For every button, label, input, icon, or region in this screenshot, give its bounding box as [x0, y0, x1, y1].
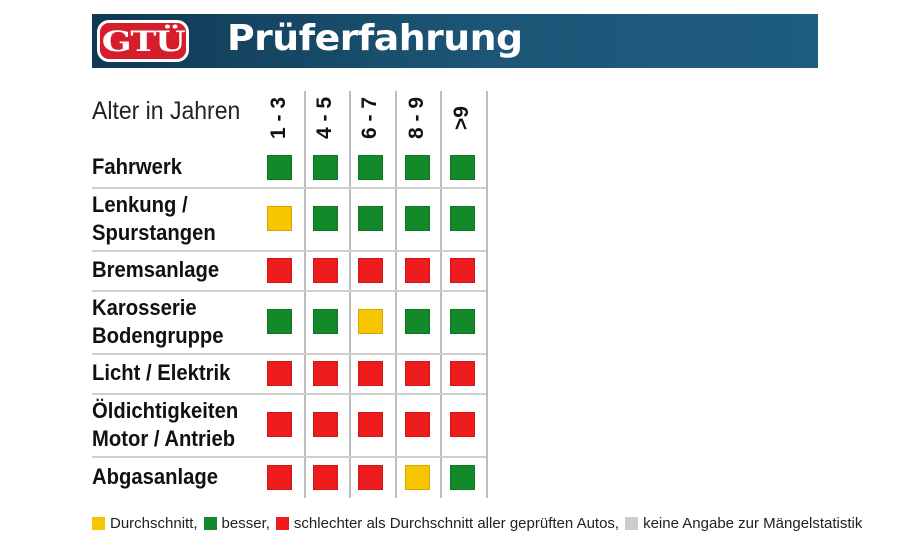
row-divider: [92, 393, 486, 395]
rating-square-yellow: [404, 464, 430, 490]
age-column-header: >9: [442, 91, 482, 145]
row-label-line: Öldichtigkeiten: [92, 397, 239, 423]
rating-square-green: [357, 206, 383, 231]
row-divider: [92, 250, 486, 252]
legend-swatch-red: [275, 517, 289, 530]
column-divider: [349, 91, 351, 498]
rating-square-green: [266, 309, 292, 334]
legend-swatch-green: [203, 517, 217, 530]
rating-square-red: [357, 257, 383, 283]
legend-label: keine Angabe zur Mängelstatistik: [643, 515, 863, 532]
age-column-label: 8 - 9: [405, 96, 428, 140]
rating-square-red: [312, 257, 338, 283]
rating-square-red: [266, 464, 292, 490]
rating-square-green: [357, 154, 383, 180]
column-divider: [395, 91, 397, 498]
age-column-label: 1 - 3: [267, 96, 290, 140]
legend-swatch-yellow: [92, 517, 105, 530]
rating-square-red: [266, 257, 292, 283]
rating-square-red: [449, 412, 475, 437]
row-divider: [92, 187, 486, 189]
rating-square-green: [449, 154, 475, 180]
rating-square-red: [404, 257, 430, 283]
row-label: Karosserie Bodengruppe: [92, 294, 224, 350]
gtu-logo: GTÜ: [97, 20, 189, 62]
row-label: Öldichtigkeiten Motor / Antrieb: [92, 397, 238, 453]
row-divider: [92, 290, 486, 292]
rating-square-green: [404, 309, 430, 334]
legend: Durchschnitt, besser, schlechter als Durch…: [92, 515, 868, 532]
rating-square-red: [312, 360, 338, 386]
rating-square-green: [449, 309, 475, 334]
rating-square-red: [357, 464, 383, 490]
rating-square-red: [404, 412, 430, 437]
page-title: Prüferfahrung: [227, 18, 523, 59]
age-column-header: 4 - 5: [305, 91, 345, 145]
rating-square-green: [449, 464, 475, 490]
rating-square-red: [357, 360, 383, 386]
rating-square-red: [404, 360, 430, 386]
age-axis-label: Alter in Jahren: [92, 97, 241, 125]
column-divider: [440, 91, 442, 498]
age-column-header: 6 - 7: [350, 91, 390, 145]
row-label-line: Licht / Elektrik: [92, 360, 231, 385]
row-label: Lenkung / Spurstangen: [92, 191, 216, 247]
rating-square-yellow: [266, 206, 292, 231]
rating-square-yellow: [357, 309, 383, 334]
row-label: Licht / Elektrik: [92, 359, 230, 387]
row-divider: [92, 353, 486, 355]
age-column-label: 4 - 5: [313, 96, 336, 140]
row-label: Abgasanlage: [92, 463, 218, 491]
row-label-line: Karosserie: [92, 294, 197, 320]
rating-square-green: [404, 154, 430, 180]
row-label-line: Fahrwerk: [92, 154, 183, 179]
row-label-line: Spurstangen: [92, 219, 216, 245]
age-column-label: >9: [449, 106, 473, 130]
rating-square-green: [312, 309, 338, 334]
rating-square-red: [449, 257, 475, 283]
legend-label: schlechter als Durchschnitt aller geprüf…: [293, 515, 620, 532]
row-divider: [92, 456, 486, 458]
row-label-line: Motor / Antrieb: [92, 425, 236, 451]
legend-label: Durchschnitt,: [110, 515, 198, 532]
rating-square-red: [312, 412, 338, 437]
row-label: Fahrwerk: [92, 153, 182, 181]
rating-square-green: [266, 154, 292, 180]
rating-square-red: [449, 360, 475, 386]
rating-square-red: [312, 464, 338, 490]
age-column-label: 6 - 7: [358, 96, 381, 140]
row-label-line: Bremsanlage: [92, 257, 220, 282]
row-label-line: Bodengruppe: [92, 322, 224, 348]
age-column-header: 1 - 3: [259, 91, 299, 145]
title-banner: GTÜ Prüferfahrung: [92, 14, 818, 68]
legend-swatch-grey: [625, 517, 639, 530]
rating-square-red: [357, 412, 383, 437]
column-divider: [486, 91, 488, 498]
rating-square-green: [312, 154, 338, 180]
row-label: Bremsanlage: [92, 256, 219, 284]
legend-label: besser,: [221, 515, 270, 532]
row-label-line: Abgasanlage: [92, 464, 218, 489]
rating-square-green: [449, 206, 475, 231]
rating-square-green: [312, 206, 338, 231]
row-label-line: Lenkung /: [92, 191, 188, 217]
column-divider: [304, 91, 306, 498]
rating-square-red: [266, 412, 292, 437]
rating-square-red: [266, 360, 292, 386]
age-column-header: 8 - 9: [397, 91, 437, 145]
logo-text: GTÜ: [101, 24, 186, 58]
rating-square-green: [404, 206, 430, 231]
